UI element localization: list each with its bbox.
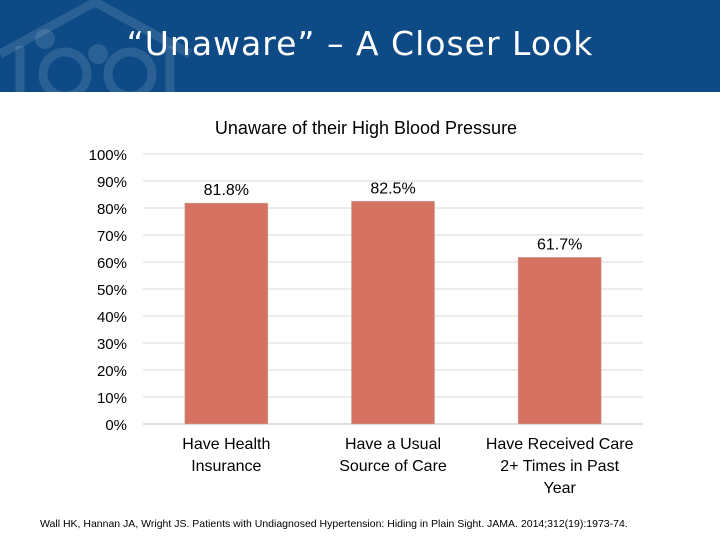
y-tick-label: 0% xyxy=(105,417,127,434)
category-label-line: Year xyxy=(544,480,577,497)
slide-header: “Unaware” – A Closer Look xyxy=(0,0,720,92)
y-axis-tick-labels: 0% 10% 20% 30% 40% 50% 60% 70% 80% 90% 100% xyxy=(89,147,127,434)
y-tick-label: 100% xyxy=(89,147,127,164)
y-tick-label: 90% xyxy=(97,174,127,191)
data-labels: 81.8% 82.5% 61.7% xyxy=(204,180,583,253)
y-tick-label: 30% xyxy=(97,336,127,353)
y-tick-label: 50% xyxy=(97,282,127,299)
house-logo-icon xyxy=(0,0,193,92)
category-label-line: Have Health xyxy=(182,436,270,453)
y-tick-label: 10% xyxy=(97,390,127,407)
category-label-line: Have a Usual xyxy=(345,436,441,453)
data-label: 82.5% xyxy=(370,180,415,197)
y-tick-label: 40% xyxy=(97,309,127,326)
category-label-line: Insurance xyxy=(191,458,261,475)
category-label: Have Received Care 2+ Times in Past Year xyxy=(486,436,634,497)
category-label: Have Health Insurance xyxy=(182,436,270,475)
bar-chart: Unaware of their High Blood Pressure 0% 1… xyxy=(89,118,643,497)
y-tick-label: 80% xyxy=(97,201,127,218)
data-label: 81.8% xyxy=(204,182,249,199)
x-axis-category-labels: Have Health Insurance Have a Usual Source o… xyxy=(182,436,633,497)
category-label-line: 2+ Times in Past xyxy=(500,458,619,475)
bars xyxy=(184,200,602,425)
bar xyxy=(517,257,602,425)
category-label-line: Source of Care xyxy=(339,458,447,475)
data-label: 61.7% xyxy=(537,236,582,253)
slide-title: “Unaware” – A Closer Look xyxy=(126,24,594,63)
y-tick-label: 60% xyxy=(97,255,127,272)
citation: Wall HK, Hannan JA, Wright JS. Patients … xyxy=(40,518,628,530)
y-tick-label: 20% xyxy=(97,363,127,380)
y-tick-label: 70% xyxy=(97,228,127,245)
category-label: Have a Usual Source of Care xyxy=(339,436,447,475)
bar xyxy=(351,200,435,425)
category-label-line: Have Received Care xyxy=(486,436,634,453)
bar xyxy=(184,202,269,425)
chart-title: Unaware of their High Blood Pressure xyxy=(215,118,517,138)
